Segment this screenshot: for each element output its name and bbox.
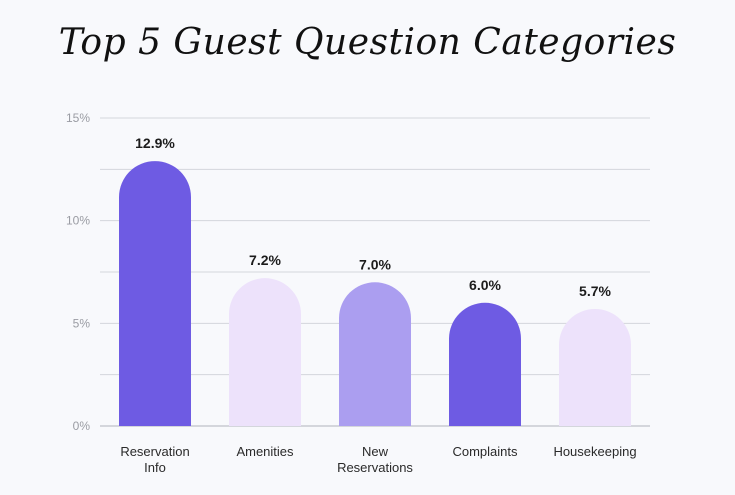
data-label: 7.0% [359, 256, 391, 272]
bar-housekeeping [559, 308, 631, 426]
x-tick-label: New Reservations [337, 444, 413, 475]
x-tick-label: Amenities [236, 444, 294, 459]
data-label: 6.0% [469, 277, 501, 293]
x-tick-label: Reservation Info [120, 444, 189, 475]
bar-new-reservations [339, 282, 411, 426]
data-label: 5.7% [579, 283, 611, 299]
data-label: 7.2% [249, 252, 281, 268]
data-label: 12.9% [135, 135, 175, 151]
x-tick-label: Housekeeping [553, 444, 636, 459]
bar-reservation-info [119, 161, 191, 426]
y-tick-label: 15% [66, 111, 90, 125]
y-tick-label: 10% [66, 214, 90, 228]
bar-complaints [449, 302, 521, 426]
y-tick-label: 0% [73, 419, 91, 433]
x-tick-label: Complaints [452, 444, 518, 459]
chart-title: Top 5 Guest Question Categories [58, 22, 677, 63]
y-tick-label: 5% [73, 316, 91, 330]
bar-amenities [229, 278, 302, 426]
